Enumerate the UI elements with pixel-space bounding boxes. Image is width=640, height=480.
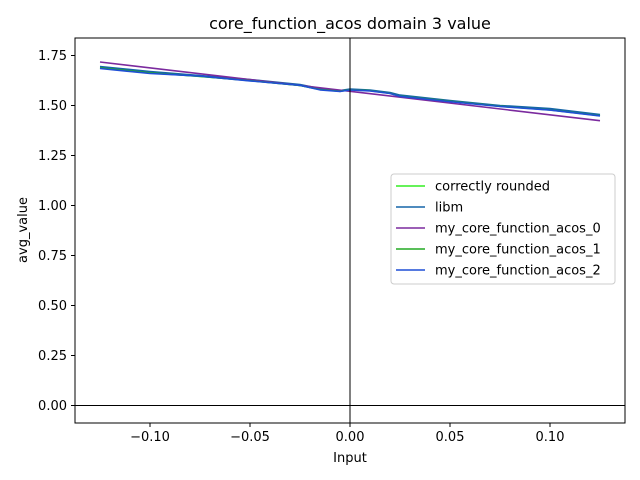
x-tick-label: −0.10 xyxy=(130,430,170,445)
y-tick-label: 0.00 xyxy=(38,399,67,414)
chart-title: core_function_acos domain 3 value xyxy=(209,14,491,34)
legend-entry-label: my_core_function_acos_0 xyxy=(435,222,601,237)
legend-entry-label: libm xyxy=(435,201,463,216)
legend-box xyxy=(390,173,616,285)
legend-entry-label: my_core_function_acos_1 xyxy=(435,243,601,258)
x-tick-label: 0.10 xyxy=(536,430,565,445)
y-tick-label: 1.00 xyxy=(38,199,67,214)
x-axis-ticks: −0.10 −0.05 0.00 0.05 0.10 xyxy=(130,423,564,445)
y-tick-label: 0.50 xyxy=(38,299,67,314)
y-tick-label: 1.50 xyxy=(38,99,67,114)
y-tick-label: 0.25 xyxy=(38,349,67,364)
y-tick-label: 1.75 xyxy=(38,49,67,64)
y-axis-label: avg_value xyxy=(16,197,31,263)
y-tick-label: 1.25 xyxy=(38,149,67,164)
legend-entry-label: my_core_function_acos_2 xyxy=(435,264,601,279)
reference-lines xyxy=(75,38,625,423)
x-axis-label: Input xyxy=(333,451,367,466)
x-tick-label: 0.05 xyxy=(436,430,465,445)
x-tick-label: −0.05 xyxy=(230,430,270,445)
legend: correctly rounded libm my_core_function_ac… xyxy=(390,173,616,285)
y-tick-label: 0.75 xyxy=(38,249,67,264)
x-tick-label: 0.00 xyxy=(336,430,365,445)
legend-entry-label: correctly rounded xyxy=(435,180,550,195)
y-axis-ticks: 0.00 0.25 0.50 0.75 1.00 1.25 1.50 1.75 xyxy=(38,49,75,414)
